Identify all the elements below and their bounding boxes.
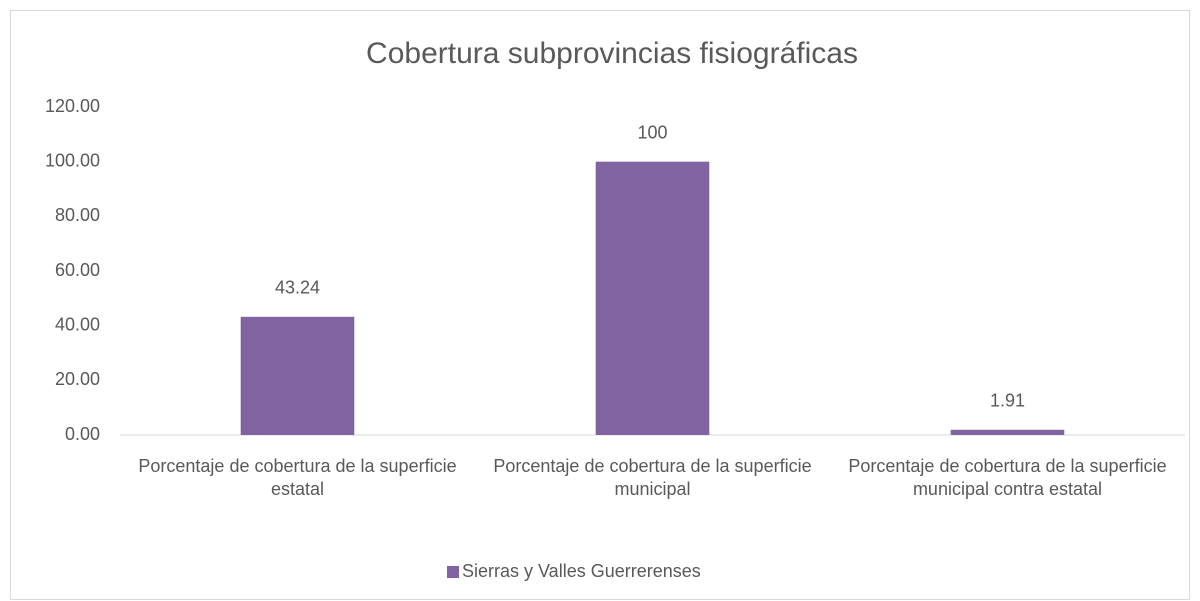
y-tick-label: 0.00 [65, 424, 100, 444]
y-tick-label: 120.00 [45, 96, 100, 116]
y-tick-label: 40.00 [55, 314, 100, 334]
x-tick-label: Porcentaje de cobertura de la superficie… [138, 456, 457, 499]
y-tick-label: 60.00 [55, 260, 100, 280]
legend-swatch [447, 566, 459, 578]
data-label: 100 [637, 122, 667, 142]
y-tick-label: 20.00 [55, 369, 100, 389]
data-label: 1.91 [990, 391, 1025, 411]
x-tick-label: Porcentaje de cobertura de la superficie… [493, 456, 812, 499]
bar [595, 161, 710, 435]
y-tick-label: 100.00 [45, 150, 100, 170]
data-label: 43.24 [275, 278, 320, 298]
x-tick-label: Porcentaje de cobertura de la superficie… [848, 456, 1167, 499]
bar [950, 429, 1065, 435]
y-tick-label: 80.00 [55, 205, 100, 225]
chart-title: Cobertura subprovincias fisiográficas [366, 37, 858, 70]
bar [240, 316, 355, 435]
legend-label: Sierras y Valles Guerrerenses [462, 561, 701, 581]
